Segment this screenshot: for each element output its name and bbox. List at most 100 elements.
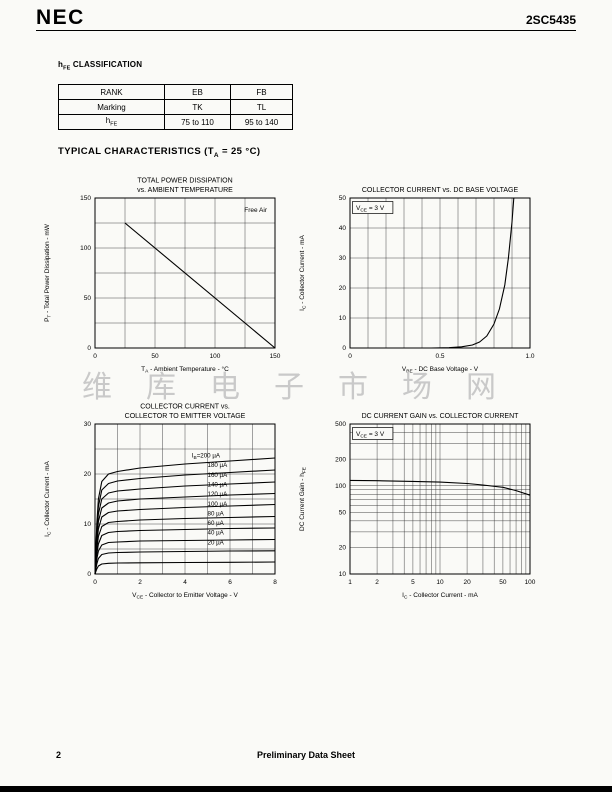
x-tick-label: 2 <box>375 579 379 586</box>
hfe-classification-table: RANK EB FB Marking TK TL hFE 75 to 110 9… <box>58 84 293 130</box>
plot-border <box>94 423 276 575</box>
y-tick-label: 20 <box>84 471 92 478</box>
x-tick-label: 8 <box>273 579 277 586</box>
x-tick-label: 0.5 <box>435 353 444 360</box>
series-ib-160 <box>94 481 276 575</box>
curve-label: 160 µA <box>208 472 229 479</box>
y-tick-label: 100 <box>335 483 346 490</box>
chart-power-dissipation-vs-temperature: TOTAL POWER DISSIPATION vs. AMBIENT TEMPE… <box>44 178 281 375</box>
series-derating <box>124 222 276 349</box>
chart-title: COLLECTOR CURRENT vs. <box>140 404 230 411</box>
table-row: hFE 75 to 110 95 to 140 <box>58 114 293 130</box>
y-tick-label: 500 <box>335 421 346 428</box>
table-cell-marking-fb: TL <box>230 99 293 115</box>
y-axis-label: PT - Total Power Dissipation - mW <box>44 223 53 322</box>
series-ic <box>350 197 515 349</box>
x-tick-label: 0 <box>93 579 97 586</box>
x-axis-label: TA - Ambient Temperature - °C <box>141 365 229 375</box>
footer-label: Preliminary Data Sheet <box>256 750 356 760</box>
y-tick-label: 20 <box>339 285 347 292</box>
series-ib-40 <box>94 550 276 575</box>
y-tick-label: 200 <box>335 456 346 463</box>
section-title: TYPICAL CHARACTERISTICS (TA = 25 °C) <box>58 146 261 159</box>
series-ib-100 <box>94 515 276 575</box>
annotation: Free Air <box>244 207 268 214</box>
y-tick-label: 150 <box>80 195 91 202</box>
annotation: VCE = 3 V <box>356 431 385 440</box>
curve-label: 140 µA <box>208 481 229 488</box>
y-tick-label: 30 <box>84 421 92 428</box>
curve-label: 80 µA <box>208 510 225 517</box>
table-cell-marking-eb: TK <box>164 99 231 115</box>
x-tick-label: 10 <box>436 579 444 586</box>
part-number: 2SC5435 <box>525 13 576 27</box>
table-cell-rank-fb: FB <box>230 84 293 100</box>
x-tick-label: 50 <box>499 579 507 586</box>
annotation-box <box>352 201 394 214</box>
curve-label: 60 µA <box>208 520 225 527</box>
series-ib-80 <box>94 527 276 575</box>
x-tick-label: 4 <box>183 579 187 586</box>
x-axis-label: IC - Collector Current - mA <box>402 592 478 601</box>
annotation: VCE = 3 V <box>356 205 385 214</box>
curve-label: 20 µA <box>208 539 225 546</box>
y-tick-label: 0 <box>87 345 91 352</box>
y-axis-label: DC Current Gain - hFE <box>299 467 308 531</box>
y-tick-label: 0 <box>342 345 346 352</box>
y-tick-label: 50 <box>84 295 92 302</box>
nec-logo: NEC <box>36 6 85 29</box>
x-tick-label: 150 <box>270 353 281 360</box>
chart-title: DC CURRENT GAIN vs. COLLECTOR CURRENT <box>362 413 520 420</box>
x-tick-label: 50 <box>151 353 159 360</box>
chart-collector-current-vs-vce: COLLECTOR CURRENT vs. COLLECTOR TO EMITTE… <box>44 404 277 601</box>
y-tick-label: 10 <box>84 521 92 528</box>
curve-label: 100 µA <box>208 501 229 508</box>
chart-title: vs. AMBIENT TEMPERATURE <box>137 187 233 194</box>
curve-label: 180 µA <box>208 462 229 469</box>
x-tick-label: 2 <box>138 579 142 586</box>
table-cell-marking-label: Marking <box>58 99 165 115</box>
header-rule <box>36 30 576 31</box>
y-tick-label: 50 <box>339 195 347 202</box>
x-tick-label: 100 <box>210 353 221 360</box>
x-axis-label: VBE - DC Base Voltage - V <box>402 366 479 375</box>
series-hfe <box>349 479 531 496</box>
hfe-classification-heading: hFE CLASSIFICATION <box>58 60 143 72</box>
chart-title: COLLECTOR CURRENT vs. DC BASE VOLTAGE <box>362 187 519 194</box>
x-tick-label: 1 <box>348 579 352 586</box>
table-cell-hfe-fb-range: 95 to 140 <box>230 114 293 130</box>
table-cell-hfe-eb-range: 75 to 110 <box>164 114 231 130</box>
y-axis-label: IC - Collector Current - mA <box>44 460 53 536</box>
x-tick-label: 1.0 <box>525 353 534 360</box>
y-tick-label: 50 <box>339 509 347 516</box>
page-number: 2 <box>56 750 62 760</box>
x-tick-label: 6 <box>228 579 232 586</box>
y-tick-label: 10 <box>339 571 347 578</box>
y-tick-label: 100 <box>80 245 91 252</box>
y-tick-label: 30 <box>339 255 347 262</box>
x-tick-label: 5 <box>411 579 415 586</box>
x-tick-label: 0 <box>93 353 97 360</box>
y-tick-label: 0 <box>87 571 91 578</box>
table-cell-hfe-label: hFE <box>58 114 165 130</box>
chart-title: COLLECTOR TO EMITTER VOLTAGE <box>125 413 246 420</box>
table-cell-rank-label: RANK <box>58 84 165 100</box>
annotation-box <box>352 427 394 440</box>
plot-border <box>94 197 276 349</box>
table-row: Marking TK TL <box>58 99 293 115</box>
y-tick-label: 20 <box>339 545 347 552</box>
y-axis-label: IC - Collector Current - mA <box>299 234 308 310</box>
x-tick-label: 20 <box>463 579 471 586</box>
bottom-scan-bar <box>0 786 612 792</box>
plot-border <box>349 423 531 575</box>
x-axis-label: VCE - Collector to Emitter Voltage - V <box>132 592 238 601</box>
series-ib-120 <box>94 503 276 575</box>
chart-title: TOTAL POWER DISSIPATION <box>137 178 232 185</box>
series-ib-60 <box>94 538 276 575</box>
x-tick-label: 0 <box>348 353 352 360</box>
y-tick-label: 10 <box>339 315 347 322</box>
curve-label: 120 µA <box>208 491 229 498</box>
chart-collector-current-vs-base-voltage: COLLECTOR CURRENT vs. DC BASE VOLTAGE 0 0.… <box>299 187 535 375</box>
series-ib-140 <box>94 492 276 575</box>
